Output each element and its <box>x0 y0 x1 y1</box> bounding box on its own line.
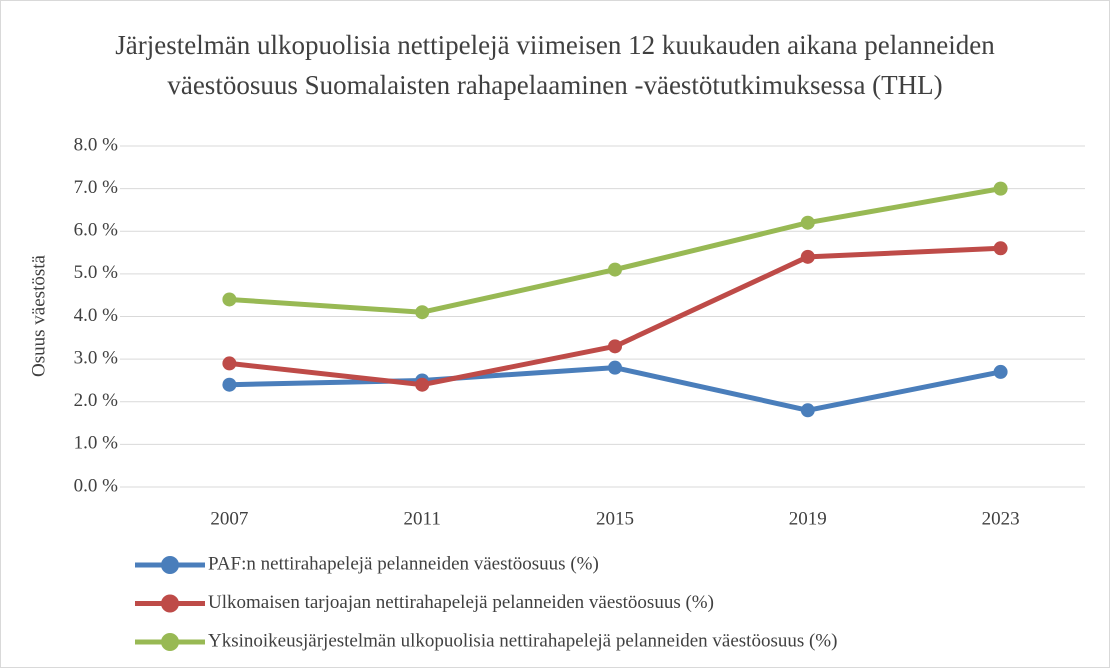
y-tick-label: 6.0 % <box>74 220 119 241</box>
point <box>608 262 622 277</box>
y-tick-label: 2.0 % <box>74 390 119 411</box>
point <box>222 377 237 392</box>
point <box>800 403 815 418</box>
legend-marker <box>161 556 179 574</box>
point <box>222 292 237 307</box>
point <box>608 360 622 375</box>
x-tick-label: 2023 <box>982 508 1020 529</box>
x-tick-label: 2019 <box>789 508 827 529</box>
legend-label: Ulkomaisen tarjoajan nettirahapelejä pel… <box>208 592 714 613</box>
y-tick-label: 8.0 % <box>74 134 119 155</box>
point <box>222 356 237 371</box>
chart-title: Järjestelmän ulkopuolisia nettipelejä vi… <box>115 30 995 60</box>
point <box>993 241 1008 256</box>
y-tick-label: 0.0 % <box>74 475 119 496</box>
point <box>993 181 1008 196</box>
point <box>608 339 622 354</box>
legend-label: PAF:n nettirahapelejä pelanneiden väestö… <box>208 553 599 574</box>
point <box>800 249 815 264</box>
point <box>415 305 430 320</box>
y-tick-label: 4.0 % <box>74 305 119 326</box>
chart-title: väestöosuus Suomalaisten rahapelaaminen … <box>167 70 942 100</box>
x-tick-label: 2007 <box>210 508 248 529</box>
y-tick-label: 3.0 % <box>74 347 119 368</box>
y-tick-label: 5.0 % <box>74 262 119 283</box>
legend-label: Yksinoikeusjärjestelmän ulkopuolisia net… <box>208 630 837 651</box>
y-tick-label: 1.0 % <box>74 433 119 454</box>
point <box>800 215 815 230</box>
x-tick-label: 2015 <box>596 508 634 529</box>
point <box>993 364 1008 379</box>
legend-marker <box>161 594 179 613</box>
x-tick-label: 2011 <box>404 508 441 529</box>
y-axis-label: Osuus väestöstä <box>28 254 49 376</box>
y-tick-label: 7.0 % <box>74 177 119 198</box>
legend-marker <box>161 633 179 651</box>
point <box>415 377 430 392</box>
